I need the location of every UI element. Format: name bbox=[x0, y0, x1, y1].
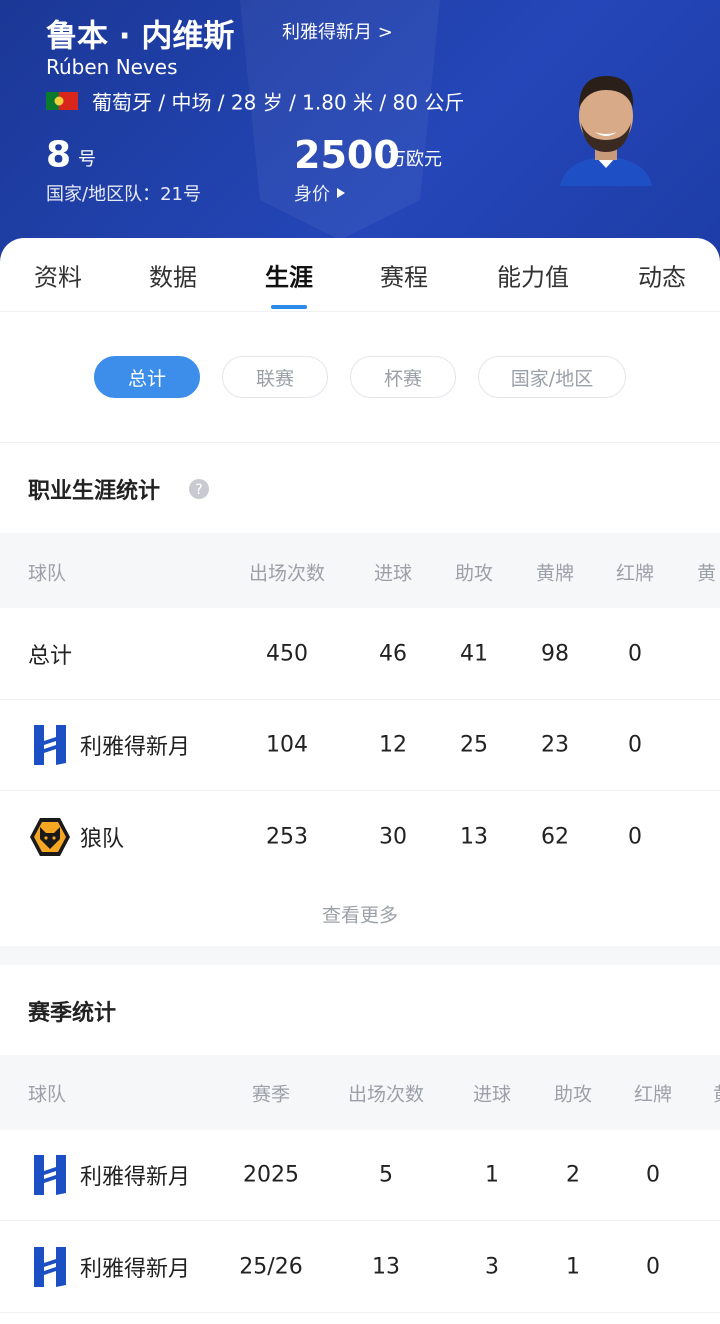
watermark bbox=[240, 0, 440, 240]
stat-cell: 25/26 bbox=[239, 1254, 303, 1280]
help-icon[interactable]: ? bbox=[188, 478, 210, 500]
tab[interactable]: 数据 bbox=[149, 263, 197, 292]
value-label[interactable]: 身价 bbox=[294, 184, 330, 205]
stat-cell: 62 bbox=[541, 824, 569, 850]
column-header: 出场次数 bbox=[347, 1083, 425, 1106]
club-logo bbox=[30, 723, 70, 771]
column-header: 黄牌 bbox=[535, 562, 575, 585]
stat-cell: 1 bbox=[566, 1254, 580, 1280]
column-header: 黄 bbox=[697, 562, 717, 585]
tab[interactable]: 动态 bbox=[638, 263, 686, 292]
team-name: 总计 bbox=[28, 644, 73, 669]
divider bbox=[0, 699, 720, 700]
column-header: 黄 bbox=[713, 1080, 720, 1107]
column-header: 助攻 bbox=[454, 562, 494, 585]
column-header: 赛季 bbox=[251, 1083, 291, 1106]
team-name: 利雅得新月 bbox=[80, 735, 191, 760]
column-header: 球队 bbox=[28, 1083, 67, 1106]
flag bbox=[46, 92, 78, 110]
player-name-en: Rúben Neves bbox=[46, 55, 178, 79]
column-header: 红牌 bbox=[615, 562, 655, 585]
stat-cell: 1 bbox=[485, 1162, 499, 1188]
number-unit: 号 bbox=[78, 149, 96, 170]
content-card bbox=[0, 238, 720, 1324]
section-gap bbox=[0, 946, 720, 965]
stat-cell: 2 bbox=[566, 1162, 580, 1188]
stat-cell: 253 bbox=[266, 824, 308, 850]
section-title: 职业生涯统计 bbox=[28, 479, 161, 504]
stat-cell: 0 bbox=[628, 824, 642, 850]
team-name: 狼队 bbox=[80, 827, 125, 852]
stat-cell: 450 bbox=[266, 641, 308, 667]
club-logo bbox=[30, 1245, 70, 1293]
stat-cell: 25 bbox=[460, 732, 488, 758]
divider bbox=[0, 1220, 720, 1221]
market-value: 2500 bbox=[294, 133, 400, 177]
stat-cell: 0 bbox=[628, 641, 642, 667]
stat-cell: 2025 bbox=[243, 1162, 299, 1188]
stat-cell: 13 bbox=[460, 824, 488, 850]
table-header bbox=[0, 1055, 720, 1130]
stat-cell: 98 bbox=[541, 641, 569, 667]
stat-cell: 12 bbox=[379, 732, 407, 758]
stat-cell: 0 bbox=[628, 732, 642, 758]
club-link[interactable]: 利雅得新月 > bbox=[282, 22, 393, 43]
player-name: 鲁本 · 内维斯 bbox=[46, 18, 235, 55]
tab[interactable]: 生涯 bbox=[265, 263, 313, 292]
stat-cell: 0 bbox=[646, 1254, 660, 1280]
divider bbox=[0, 790, 720, 791]
arrow-icon bbox=[337, 188, 345, 198]
tab-indicator bbox=[271, 305, 307, 309]
column-header: 球队 bbox=[28, 562, 67, 585]
tab[interactable]: 资料 bbox=[34, 263, 82, 292]
filter-pill[interactable]: 总计 bbox=[94, 356, 200, 398]
tab[interactable]: 赛程 bbox=[380, 263, 428, 292]
tab[interactable]: 能力值 bbox=[497, 263, 569, 292]
divider bbox=[0, 1312, 720, 1313]
player-photo bbox=[560, 76, 652, 186]
divider bbox=[0, 442, 720, 443]
column-header: 进球 bbox=[373, 562, 413, 585]
value-unit: 万欧元 bbox=[388, 149, 442, 170]
filter-pill[interactable]: 国家/地区 bbox=[478, 356, 626, 398]
column-header: 红牌 bbox=[633, 1083, 673, 1106]
stat-cell: 23 bbox=[541, 732, 569, 758]
stat-cell: 104 bbox=[266, 732, 308, 758]
team-name: 利雅得新月 bbox=[80, 1165, 191, 1190]
section-title: 赛季统计 bbox=[28, 1001, 117, 1026]
divider bbox=[0, 311, 720, 312]
column-header: 出场次数 bbox=[248, 562, 326, 585]
player-info: 葡萄牙 / 中场 / 28 岁 / 1.80 米 / 80 公斤 bbox=[92, 90, 465, 115]
svg-text:?: ? bbox=[195, 482, 202, 498]
column-header: 进球 bbox=[472, 1083, 512, 1106]
view-more[interactable]: 查看更多 bbox=[321, 904, 399, 927]
header: 鲁本 · 内维斯 利雅得新月 > Rúben Neves 葡萄牙 / 中场 / … bbox=[0, 0, 720, 270]
club-logo bbox=[29, 817, 71, 861]
club-logo bbox=[30, 1153, 70, 1201]
filter-pill[interactable]: 联赛 bbox=[222, 356, 328, 398]
stat-cell: 46 bbox=[379, 641, 407, 667]
stat-cell: 30 bbox=[379, 824, 407, 850]
shirt-number: 8 bbox=[46, 134, 72, 176]
table-header bbox=[0, 533, 720, 608]
stat-cell: 3 bbox=[485, 1254, 499, 1280]
stat-cell: 0 bbox=[646, 1162, 660, 1188]
team-name: 利雅得新月 bbox=[80, 1257, 191, 1282]
column-header: 助攻 bbox=[553, 1083, 593, 1106]
stat-cell: 41 bbox=[460, 641, 488, 667]
stat-cell: 13 bbox=[372, 1254, 400, 1280]
filter-pill[interactable]: 杯赛 bbox=[350, 356, 456, 398]
stat-cell: 5 bbox=[379, 1162, 393, 1188]
national-team: 国家/地区队：21号 bbox=[46, 184, 201, 205]
